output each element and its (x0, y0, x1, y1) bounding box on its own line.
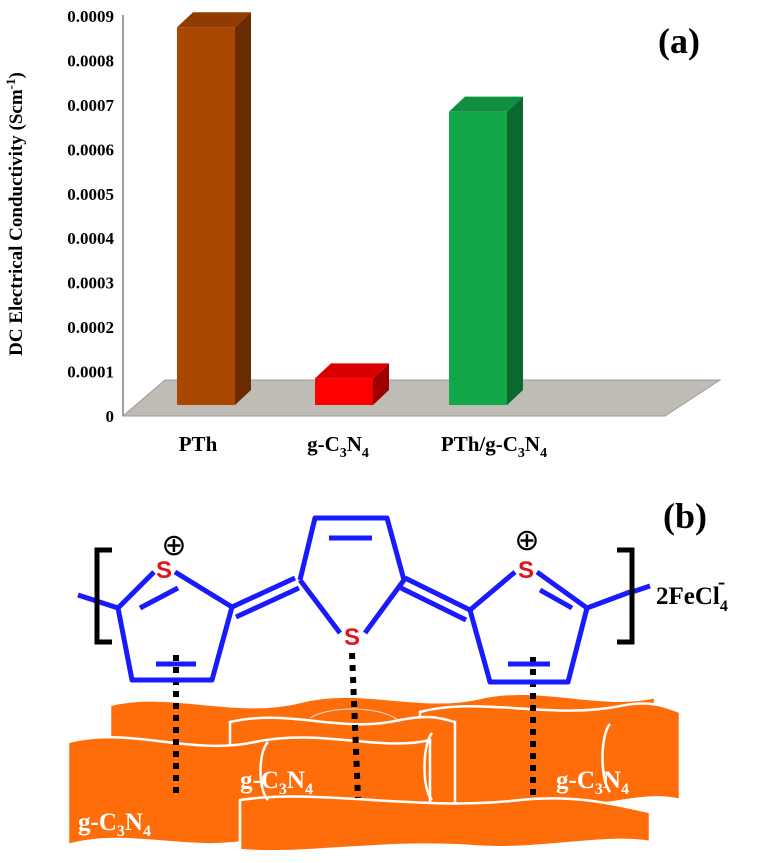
bar-front (449, 111, 507, 406)
y-tick-label: 0 (106, 407, 115, 426)
bar-0 (177, 12, 251, 405)
exocyclic-bond (399, 585, 468, 623)
double-bond (538, 587, 574, 611)
category-label-part: 4 (540, 446, 547, 461)
y-axis-label: DC Electrical Conductivity (Scm-1) (3, 72, 27, 356)
sub-part: g-C (240, 767, 279, 794)
sub-part: 4 (305, 781, 313, 798)
bar-side (373, 363, 389, 405)
substrate-label-middle: g-C3N4 (240, 767, 313, 798)
y-tick-label: 0.0006 (67, 140, 114, 159)
sub-part: N (287, 767, 305, 794)
substrate-curls (259, 723, 612, 801)
interaction-line-middle (349, 652, 361, 799)
bar-1 (315, 363, 389, 405)
positive-charge-left: ⊕ (161, 528, 186, 563)
y-tick-label: 0.0008 (67, 51, 114, 70)
sub-part: N (125, 809, 143, 836)
counter-ion-sub: 4 (720, 598, 728, 615)
exocyclic-bond (230, 575, 297, 610)
thiophene-ring-left (115, 569, 235, 683)
ylabel-close: ) (6, 72, 27, 78)
category-label-part: N (525, 432, 540, 456)
sub-part: 4 (143, 823, 151, 840)
panel-label-a: (a) (658, 21, 700, 61)
category-label: PTh (179, 432, 218, 456)
bar-top (177, 12, 251, 28)
bars (177, 12, 523, 406)
sulfur-atom-left: S (156, 557, 172, 584)
bar-2 (449, 96, 523, 406)
counter-ion-label: 2FeCl4 - (656, 569, 728, 615)
thiophene-ring-middle (297, 515, 407, 635)
pth-gcn-schematic: (b) g-C3N4 g-C3N4 g-C3N4 (66, 496, 728, 853)
category-label: PTh/g-C3N4 (441, 432, 547, 461)
y-tick-label: 0.0002 (67, 318, 114, 337)
sub-part: g-C (556, 767, 595, 794)
chain-end-right (631, 583, 651, 595)
category-label-part: g-C (307, 432, 340, 456)
sulfur-atom-middle: S (344, 624, 360, 651)
double-bond (138, 585, 180, 611)
y-tick-label: 0.0009 (67, 7, 114, 26)
bar-top (449, 96, 523, 112)
y-tick-label: 0.0001 (67, 363, 114, 382)
bar-side (507, 96, 523, 406)
category-label-part: N (347, 432, 362, 456)
interaction-lines (173, 652, 536, 799)
y-tick-label: 0.0007 (67, 96, 114, 115)
counter-ion-sup: - (718, 569, 725, 594)
y-tick-label: 0.0003 (67, 274, 114, 293)
y-tick-labels: 0 0.0001 0.0002 0.0003 0.0004 0.0005 0.0006 0.0… (67, 7, 114, 426)
sub-part: 3 (595, 781, 603, 798)
bar-top (315, 363, 389, 379)
sub-part: 4 (621, 781, 629, 798)
panel-label-b: (b) (663, 496, 707, 536)
y-tick-label: 0.0004 (67, 229, 114, 248)
counter-ion-base: 2FeCl (656, 583, 720, 610)
sub-part: 3 (117, 823, 125, 840)
sub-part: 3 (279, 781, 287, 798)
category-label-part: 3 (518, 446, 525, 461)
chain-bond (586, 589, 631, 611)
exocyclic-bond (234, 585, 301, 620)
conductivity-bar-chart: DC Electrical Conductivity (Scm-1) 0 0.00… (3, 7, 722, 461)
sub-part: g-C (78, 809, 117, 836)
category-label-part: PTh/g-C (441, 432, 518, 456)
substrate-highlight (309, 708, 401, 723)
exocyclic-bond (403, 575, 472, 613)
y-tick-label: 0.0005 (67, 185, 114, 204)
sulfur-atom-right: S (518, 557, 534, 584)
substrate-label-left: g-C3N4 (78, 809, 151, 840)
substrate-sheets (66, 692, 682, 853)
bar-front (315, 378, 373, 405)
category-labels: PTh g-C3N4 PTh/g-C3N4 (179, 432, 547, 461)
bracket-right (617, 547, 635, 645)
ylabel-main: DC Electrical Conductivity (Scm (6, 89, 27, 356)
substrate-label-right: g-C3N4 (556, 767, 629, 798)
ylabel-sup: -1 (3, 79, 18, 90)
chart-floor (121, 379, 722, 417)
substrate-sheet-bottom (238, 795, 652, 853)
sub-part: N (603, 767, 621, 794)
positive-charge-right: ⊕ (514, 523, 539, 558)
category-label-part: 4 (362, 446, 369, 461)
category-label-part: 3 (340, 446, 347, 461)
bracket-left (94, 547, 112, 645)
bar-front (177, 27, 235, 405)
category-label: g-C3N4 (307, 432, 369, 461)
thiophene-ring-right (467, 569, 590, 685)
bar-side (235, 12, 251, 405)
polythiophene-chain (77, 515, 631, 685)
